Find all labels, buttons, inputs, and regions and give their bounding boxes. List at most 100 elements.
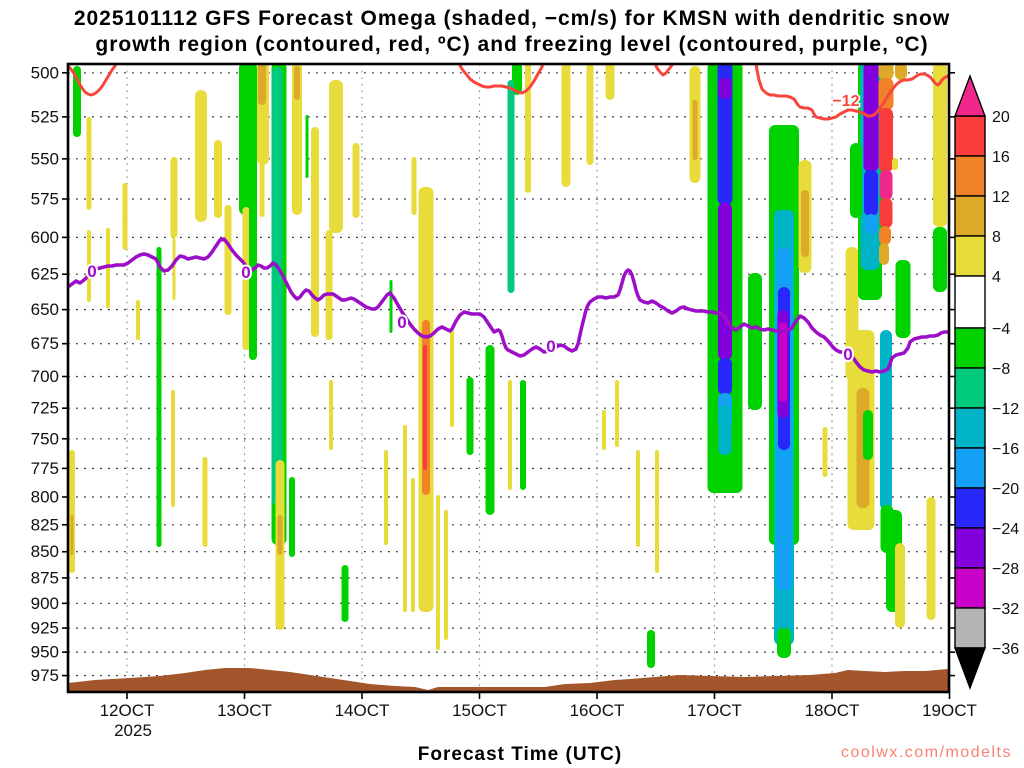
omega-streak <box>172 238 176 300</box>
y-tick-label: 725 <box>31 399 59 418</box>
y-tick-label: 525 <box>31 107 59 126</box>
colorbar-segment <box>954 195 986 237</box>
colorbar-segment <box>954 607 986 649</box>
omega-streak <box>292 64 302 215</box>
x-tick-label: 17OCT <box>687 701 742 720</box>
omega-streak <box>520 380 526 490</box>
omega-streak <box>777 628 791 658</box>
omega-streak <box>717 64 733 205</box>
colorbar-label: −20 <box>992 481 1019 498</box>
omega-streak <box>508 380 512 490</box>
omega-streak <box>341 565 349 622</box>
y-tick-label: 675 <box>31 334 59 353</box>
omega-streak <box>423 345 427 470</box>
omega-streak <box>411 157 417 215</box>
omega-streak <box>718 405 732 455</box>
omega-streak <box>86 117 92 210</box>
colorbar-segment <box>954 367 986 409</box>
omega-streak <box>444 510 448 640</box>
omega-streak <box>892 158 898 170</box>
omega-streak <box>311 127 319 337</box>
x-tick-label: 15OCT <box>452 701 507 720</box>
omega-streak <box>864 170 878 216</box>
omega-streak <box>779 322 787 402</box>
watermark: coolwx.com/modelts <box>840 744 1012 761</box>
omega-streak <box>239 64 257 215</box>
omega-streak <box>294 66 300 100</box>
omega-streak <box>647 630 655 668</box>
omega-streak <box>879 108 893 172</box>
colorbar-label: 8 <box>992 229 1001 246</box>
colorbar-label: −16 <box>992 441 1019 458</box>
omega-streak <box>718 78 732 99</box>
freezing-level-label: 0 <box>241 263 250 282</box>
omega-streak <box>879 243 889 265</box>
x-tick-label: 19OCT <box>922 701 977 720</box>
omega-streak <box>436 495 440 650</box>
omega-streak <box>801 190 809 257</box>
colorbar-segment <box>954 235 986 277</box>
omega-streak <box>224 205 232 315</box>
colorbar-label: −4 <box>992 321 1010 338</box>
omega-streak <box>411 478 415 612</box>
colorbar-label: −24 <box>992 521 1019 538</box>
omega-streak <box>277 515 283 555</box>
y-tick-label: 550 <box>31 149 59 168</box>
omega-streak <box>305 115 309 178</box>
omega-streak <box>70 515 74 555</box>
colorbar-segment <box>954 115 986 157</box>
y-tick-label: 825 <box>31 515 59 534</box>
omega-streak <box>170 157 178 238</box>
omega-streak <box>718 358 732 395</box>
omega-streak <box>202 457 208 547</box>
omega-streak <box>249 205 257 360</box>
y-tick-label: 600 <box>31 228 59 247</box>
omega-streak <box>242 207 250 350</box>
y-tick-label: 975 <box>31 666 59 685</box>
colorbar-label: 4 <box>992 269 1001 286</box>
colorbar-segment <box>954 527 986 569</box>
y-tick-label: 950 <box>31 643 59 662</box>
colorbar-segment <box>954 447 986 489</box>
dendritic-label: −12 <box>832 93 859 110</box>
omega-streak <box>880 330 892 510</box>
omega-streak <box>450 330 454 427</box>
omega-streak <box>466 377 474 455</box>
omega-streak <box>718 203 732 360</box>
freezing-level-label: 0 <box>843 345 852 364</box>
omega-streak <box>512 64 522 95</box>
colorbar-label: −12 <box>992 401 1019 418</box>
y-tick-label: 925 <box>31 619 59 638</box>
x-tick-label: 14OCT <box>335 701 390 720</box>
omega-streak <box>748 273 762 410</box>
omega-streak <box>87 230 91 302</box>
omega-streak <box>389 280 393 333</box>
x-tick-label: 13OCT <box>217 701 272 720</box>
colorbar-under-triangle <box>953 647 987 690</box>
omega-streak <box>329 380 333 450</box>
omega-streak <box>325 230 333 340</box>
omega-streak <box>655 450 659 573</box>
omega-streak <box>106 228 110 308</box>
omega-streak <box>289 477 295 557</box>
omega-streak <box>865 214 877 234</box>
chart-title-line2: growth region (contoured, red, ºC) and f… <box>95 33 929 56</box>
omega-streak <box>214 140 222 218</box>
colorbar-segment <box>954 407 986 449</box>
omega-streak <box>879 198 893 228</box>
freezing-level-contour <box>68 237 949 374</box>
y-tick-label: 500 <box>31 63 59 82</box>
omega-streak <box>384 450 388 545</box>
colorbar-segment <box>954 327 986 369</box>
omega-streak <box>195 90 207 222</box>
omega-streak <box>485 345 495 515</box>
colorbar-over-triangle <box>953 74 987 117</box>
x-axis-title: Forecast Time (UTC) <box>417 744 623 765</box>
omega-streak <box>171 390 175 507</box>
y-tick-label: 650 <box>31 300 59 319</box>
omega-streak <box>895 64 907 80</box>
terrain-profile <box>68 668 949 692</box>
omega-streak <box>258 64 266 105</box>
y-tick-label: 875 <box>31 568 59 587</box>
omega-streak <box>525 64 531 193</box>
